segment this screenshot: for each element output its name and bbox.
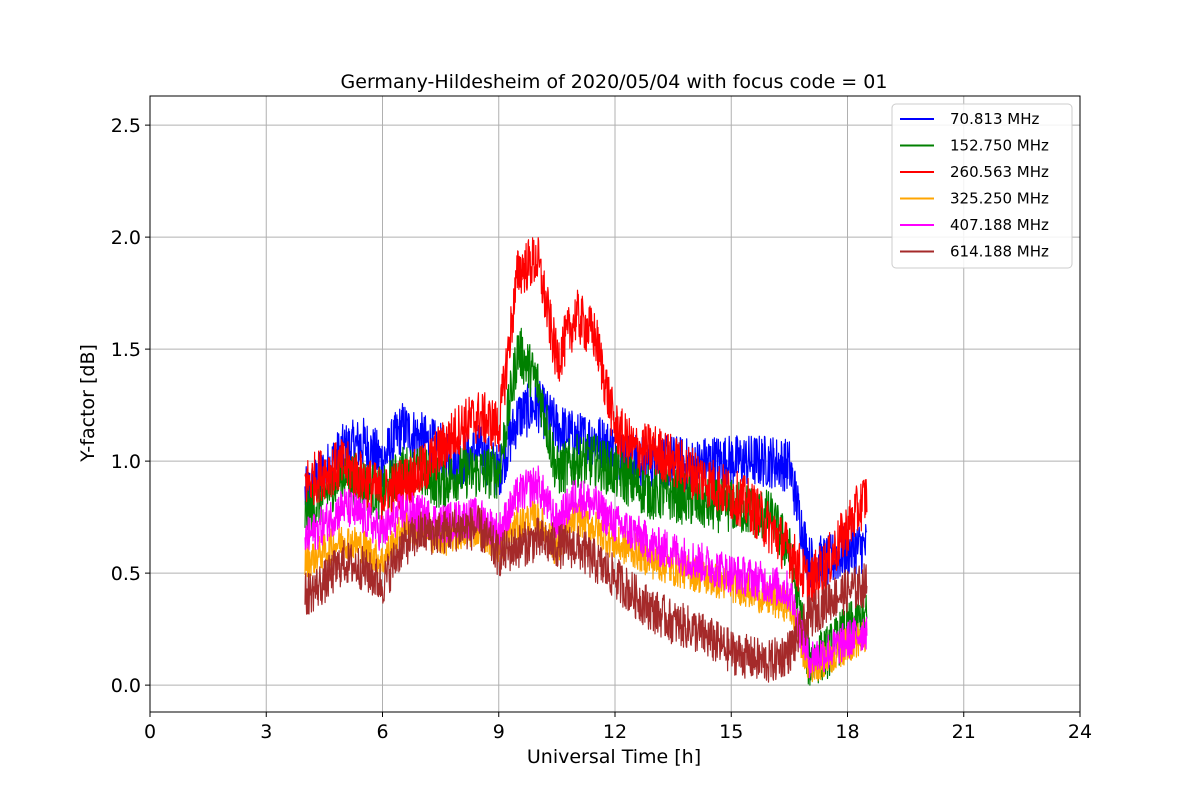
x-tick-label: 9: [493, 721, 505, 743]
x-axis-label: Universal Time [h]: [527, 746, 701, 768]
y-tick-label: 1.5: [111, 339, 141, 361]
series-line: [304, 500, 868, 683]
series-line: [304, 505, 868, 683]
x-tick-label: 0: [144, 721, 156, 743]
legend-label: 70.813 MHz: [950, 110, 1039, 128]
y-axis-label: Y-factor [dB]: [77, 344, 99, 463]
x-tick-label: 18: [835, 721, 859, 743]
axis-ticks: 0 3 6 9 12 15 18 21 24 0.0 0.5 1.0 1.5 2.0 2.5: [111, 115, 1092, 743]
x-tick-label: 6: [376, 721, 388, 743]
legend: 70.813 MHz 152.750 MHz 260.563 MHz 325.250 …: [891, 103, 1073, 269]
x-tick-label: 21: [952, 721, 976, 743]
y-tick-label: 2.5: [111, 115, 141, 137]
legend-label: 614.188 MHz: [950, 243, 1049, 261]
series-layer: [304, 237, 868, 686]
legend-box: [891, 103, 1073, 269]
x-tick-label: 24: [1068, 721, 1092, 743]
y-tick-label: 0.0: [111, 675, 141, 697]
legend-label: 407.188 MHz: [950, 216, 1049, 234]
x-tick-label: 3: [260, 721, 272, 743]
legend-label: 152.750 MHz: [950, 137, 1049, 155]
y-tick-label: 0.5: [111, 563, 141, 585]
legend-label: 260.563 MHz: [950, 163, 1049, 181]
series-line: [304, 465, 868, 679]
y-tick-label: 2.0: [111, 227, 141, 249]
chart-title: Germany-Hildesheim of 2020/05/04 with fo…: [341, 71, 888, 93]
y-tick-label: 1.0: [111, 451, 141, 473]
x-tick-label: 12: [603, 721, 627, 743]
x-tick-label: 15: [719, 721, 743, 743]
legend-label: 325.250 MHz: [950, 190, 1049, 208]
series-line: [304, 237, 868, 611]
